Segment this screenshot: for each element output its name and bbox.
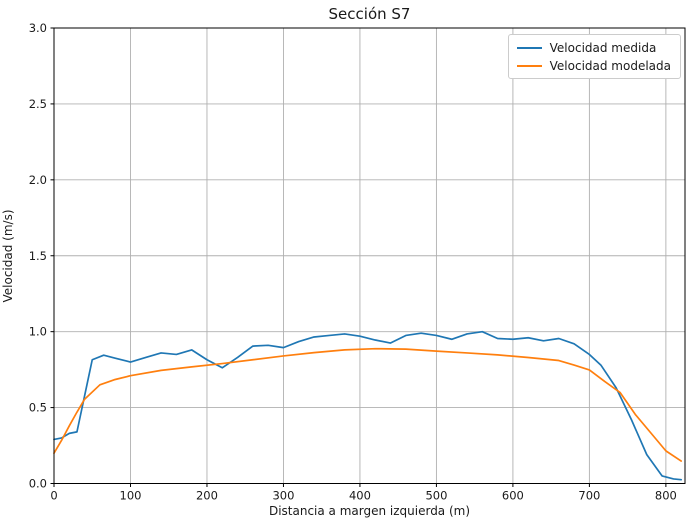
x-tick-label: 700 (578, 489, 600, 503)
y-tick-label: 2.0 (29, 173, 47, 187)
x-tick-label: 200 (196, 489, 218, 503)
grid-lines (53, 27, 685, 484)
series-line-0 (53, 330, 683, 481)
x-tick-label: 100 (120, 489, 142, 503)
y-tick-label: 1.5 (29, 249, 47, 263)
legend-label-modelada: Velocidad modelada (549, 58, 671, 73)
legend: Velocidad medida Velocidad modelada (507, 34, 681, 79)
x-tick-label: 600 (502, 489, 524, 503)
x-tick-label: 0 (50, 489, 57, 503)
x-tick-label: 500 (425, 489, 447, 503)
y-tick-label: 0.5 (29, 401, 47, 415)
chart-title: Sección S7 (328, 5, 411, 23)
x-tick-label: 400 (349, 489, 371, 503)
y-tick-label: 3.0 (29, 21, 47, 35)
y-tick-label: 0.0 (29, 477, 47, 491)
x-tick-label: 800 (655, 489, 677, 503)
y-tick-label: 1.0 (29, 325, 47, 339)
tick-labels: 0 100 200 300 400 500 600 700 800 0.0 0.5 1.0 1.5 2.0… (29, 21, 677, 503)
legend-line-swatch-medida (516, 46, 542, 49)
legend-label-medida: Velocidad medida (549, 40, 657, 55)
legend-item-velocidad-medida: Velocidad medida (516, 40, 671, 55)
y-axis-label: Velocidad (m/s) (1, 209, 15, 303)
legend-line-swatch-modelada (516, 64, 542, 67)
tick-marks (50, 27, 667, 487)
legend-item-velocidad-modelada: Velocidad modelada (516, 58, 671, 73)
series-line-1 (53, 347, 683, 462)
y-tick-label: 2.5 (29, 97, 47, 111)
x-axis-label: Distancia a margen izquierda (m) (268, 504, 471, 518)
x-tick-label: 300 (272, 489, 294, 503)
